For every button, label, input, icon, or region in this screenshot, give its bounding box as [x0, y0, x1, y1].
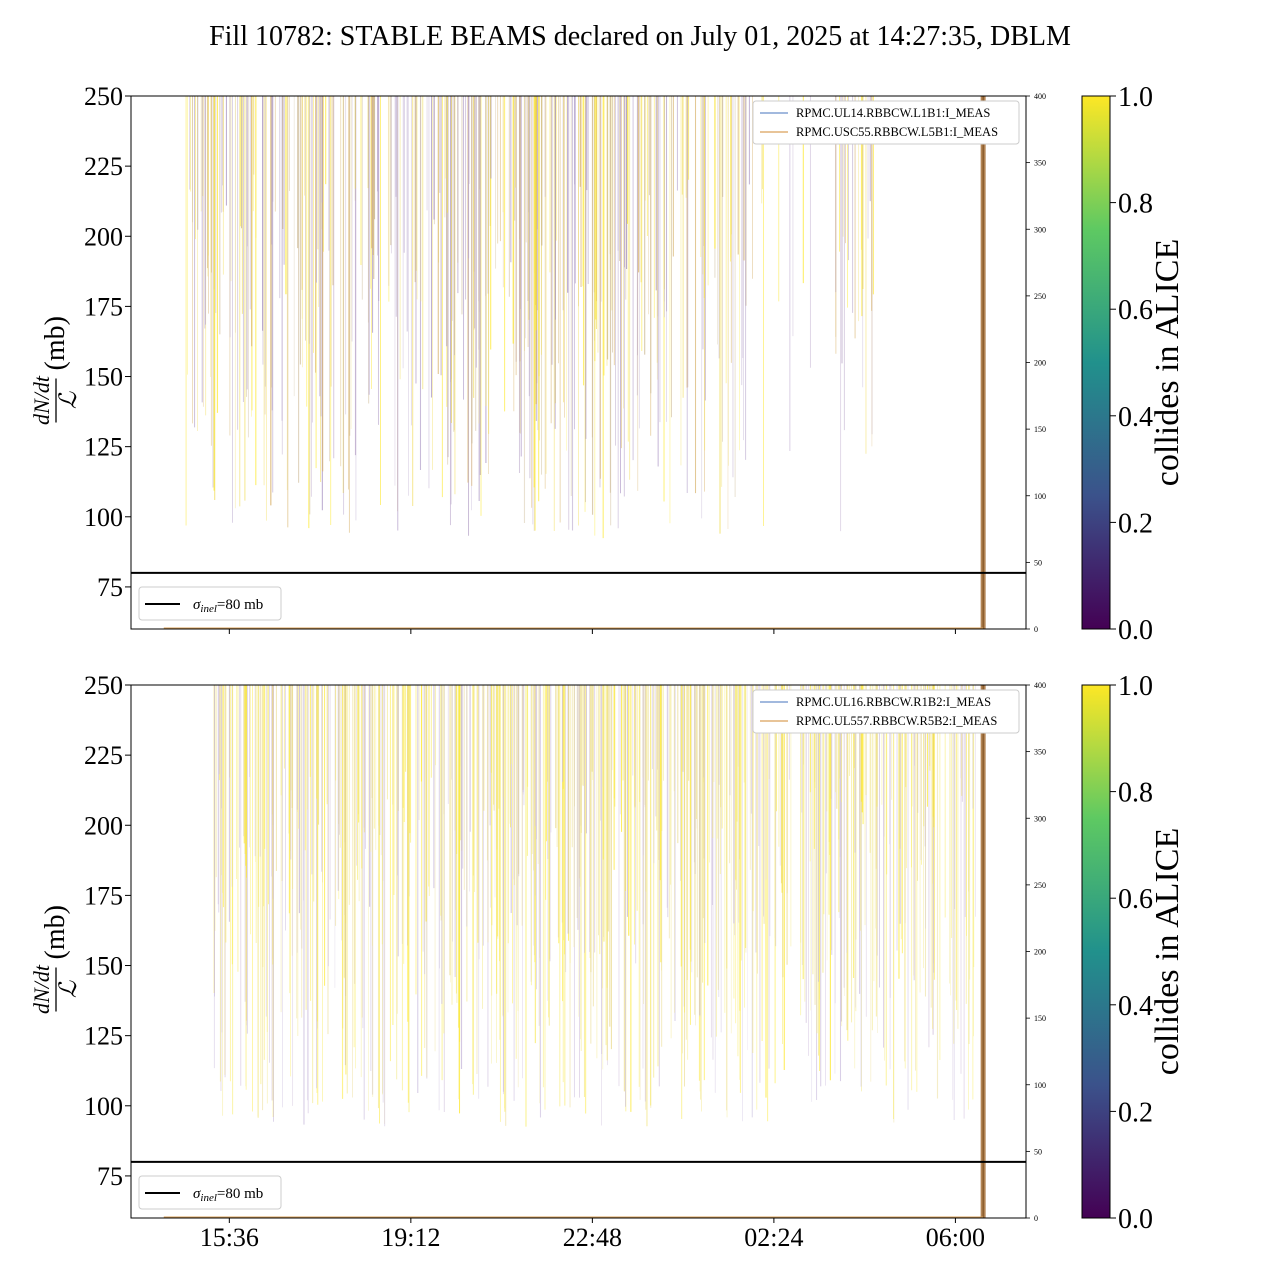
y2-tick-label: 200: [1034, 359, 1046, 368]
colorbar-label: collides in ALICE: [1149, 828, 1186, 1075]
colorbar-tick-label: 1.0: [1118, 671, 1153, 702]
reference-legend-label: σinel=80 mb: [193, 1186, 263, 1204]
y-tick-label: 225: [84, 741, 123, 770]
panel-bottom: 75 100 125 150 175 200 225 250 0 50 100 150 200 250 30…: [29, 671, 1186, 1252]
y-label-numerator: dN/dt: [29, 375, 54, 425]
colorbar: 0.0 0.2 0.4 0.6 0.8 1.0 collides in ALICE: [1081, 671, 1186, 1235]
x-tick-label: 06:00: [926, 1223, 985, 1252]
colorbar-label: collides in ALICE: [1149, 239, 1186, 486]
y-label-denominator: ℒ: [56, 980, 82, 998]
y2-tick-label: 50: [1034, 1147, 1042, 1156]
reference-legend-box: [138, 586, 282, 621]
y2-tick-label: 200: [1034, 948, 1046, 957]
y-tick-label: 250: [84, 671, 123, 700]
y-tick-label: 250: [84, 82, 123, 111]
legend-subscript: inel: [200, 1192, 217, 1204]
colorbar-tick-label: 0.8: [1118, 189, 1153, 220]
series-legend-label: RPMC.USC55.RBBCW.L5B1:I_MEAS: [796, 125, 998, 139]
x-tick-label: 02:24: [744, 1223, 803, 1252]
series-legend-label: RPMC.UL14.RBBCW.L1B1:I_MEAS: [796, 106, 990, 120]
x-tick-label: 22:48: [563, 1223, 622, 1252]
y-label-unit: (mb): [40, 316, 71, 370]
colorbar-tick-label: 0.0: [1118, 615, 1153, 646]
legend-sigma: σ: [193, 1186, 201, 1202]
reference-legend-label: σinel=80 mb: [193, 597, 263, 615]
colorbar-tick-label: 1.0: [1118, 82, 1153, 113]
y2-tick-label: 150: [1034, 1014, 1046, 1023]
y2-tick-label: 400: [1034, 681, 1046, 690]
series-legend: RPMC.UL14.RBBCW.L1B1:I_MEAS RPMC.USC55.RB…: [752, 100, 1020, 145]
series-legend-box: [752, 689, 1020, 734]
y2-tick-label: 50: [1034, 558, 1042, 567]
y-tick-label: 75: [97, 1162, 123, 1191]
y-tick-label: 150: [84, 363, 123, 392]
y-tick-label: 225: [84, 152, 123, 181]
y-tick-label: 200: [84, 811, 123, 840]
x-tick-label: 15:36: [200, 1223, 259, 1252]
y-label-denominator: ℒ: [56, 391, 82, 409]
colorbar-tick-label: 0.0: [1118, 1204, 1153, 1235]
y-axis-label: dN/dt ℒ (mb): [29, 905, 82, 1014]
y2-tick-label: 0: [1034, 625, 1038, 634]
y-label-numerator: dN/dt: [29, 964, 54, 1014]
colorbar-tick-label: 0.4: [1118, 991, 1153, 1022]
y2-tick-label: 250: [1034, 881, 1046, 890]
reference-legend-box: [138, 1175, 282, 1210]
y2-tick-label: 300: [1034, 814, 1046, 823]
y-tick-label: 175: [84, 292, 123, 321]
legend-rest: =80 mb: [217, 1186, 263, 1202]
y2-tick-label: 100: [1034, 492, 1046, 501]
series-legend-label: RPMC.UL16.RBBCW.R1B2:I_MEAS: [796, 695, 991, 709]
y2-tick-label: 350: [1034, 159, 1046, 168]
colorbar-tick-label: 0.8: [1118, 778, 1153, 809]
series-legend-label: RPMC.UL557.RBBCW.R5B2:I_MEAS: [796, 714, 997, 728]
chart-title: Fill 10782: STABLE BEAMS declared on Jul…: [209, 21, 1071, 52]
colorbar-gradient: [1081, 684, 1111, 1219]
series-legend-box: [752, 100, 1020, 145]
legend-rest: =80 mb: [217, 597, 263, 613]
y2-tick-label: 350: [1034, 748, 1046, 757]
colorbar: 0.0 0.2 0.4 0.6 0.8 1.0 collides in ALICE: [1081, 82, 1186, 646]
y-tick-label: 175: [84, 881, 123, 910]
colorbar-tick-label: 0.6: [1118, 884, 1153, 915]
series-legend: RPMC.UL16.RBBCW.R1B2:I_MEAS RPMC.UL557.RB…: [752, 689, 1020, 734]
y-axis-label: dN/dt ℒ (mb): [29, 316, 82, 425]
spikes-layer: [163, 96, 986, 629]
colorbar-tick-label: 0.6: [1118, 295, 1153, 326]
y2-tick-label: 300: [1034, 225, 1046, 234]
y2-tick-label: 250: [1034, 292, 1046, 301]
legend-sigma: σ: [193, 597, 201, 613]
y-tick-label: 75: [97, 573, 123, 602]
y-tick-label: 125: [84, 1022, 123, 1051]
colorbar-tick-label: 0.2: [1118, 508, 1153, 539]
y2-tick-label: 0: [1034, 1214, 1038, 1223]
colorbar-tick-label: 0.2: [1118, 1097, 1153, 1128]
y-label-unit: (mb): [40, 905, 71, 959]
y-tick-label: 100: [84, 503, 123, 532]
y2-tick-label: 400: [1034, 92, 1046, 101]
panel-top: 75 100 125 150 175 200 225 250 0 50 100 150 200 250 30…: [29, 82, 1186, 646]
colorbar-gradient: [1081, 95, 1111, 630]
legend-subscript: inel: [200, 603, 217, 615]
colorbar-tick-label: 0.4: [1118, 402, 1153, 433]
y-tick-label: 125: [84, 433, 123, 462]
y-tick-label: 150: [84, 952, 123, 981]
y-tick-label: 200: [84, 222, 123, 251]
x-tick-label: 19:12: [381, 1223, 440, 1252]
y2-tick-label: 100: [1034, 1081, 1046, 1090]
y-tick-label: 100: [84, 1092, 123, 1121]
panels: 75 100 125 150 175 200 225 250 0 50 100 150 200 250 30…: [29, 82, 1186, 1252]
reference-legend: σinel=80 mb: [138, 586, 282, 621]
y2-tick-label: 150: [1034, 425, 1046, 434]
reference-legend: σinel=80 mb: [138, 1175, 282, 1210]
spikes-layer: [163, 685, 986, 1218]
